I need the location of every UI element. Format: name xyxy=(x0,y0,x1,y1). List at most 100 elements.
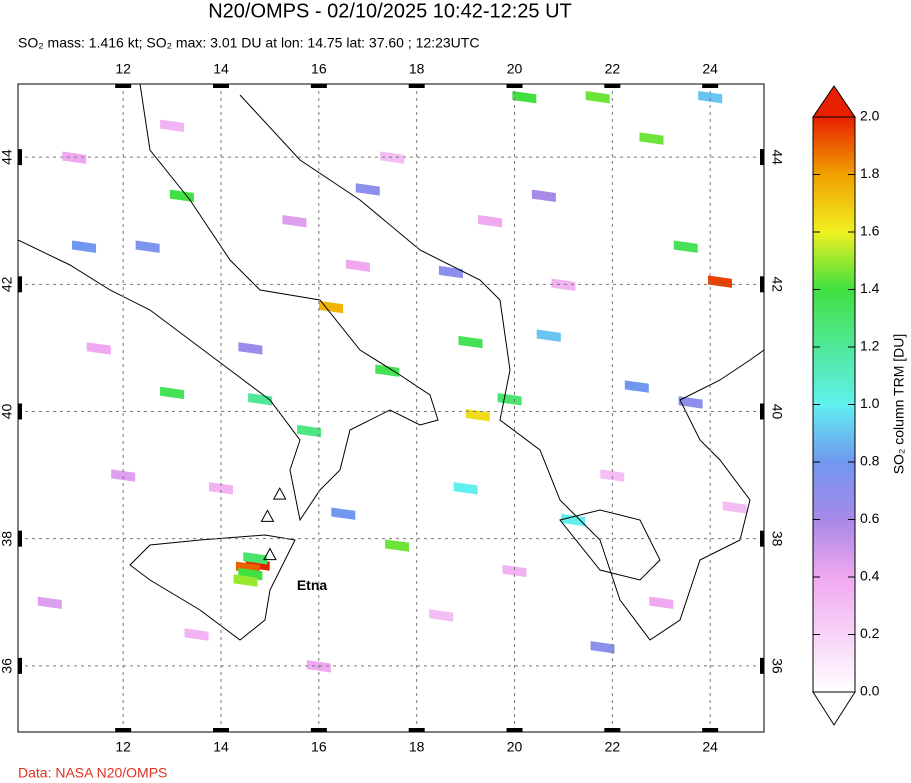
colorbar-tick-label: 0.0 xyxy=(860,683,880,699)
so2-pixel xyxy=(380,151,405,164)
lat-tick-label: 38 xyxy=(769,531,785,547)
so2-pixel xyxy=(478,215,503,228)
so2-pixel xyxy=(512,91,537,104)
so2-pixel xyxy=(331,507,356,520)
lon-tick-label: 20 xyxy=(507,739,523,755)
so2-pixel xyxy=(375,364,400,377)
so2-pixel xyxy=(536,329,561,342)
so2-pixel xyxy=(561,513,586,527)
so2-pixel xyxy=(600,469,625,482)
colorbar-max-arrow xyxy=(812,85,856,118)
so2-pixel xyxy=(624,380,649,393)
so2-pixel xyxy=(243,552,268,565)
so2-pixel xyxy=(160,386,185,400)
so2-pixel xyxy=(722,501,747,514)
so2-pixel xyxy=(319,300,344,314)
lat-tick-label: 40 xyxy=(0,404,15,420)
so2-pixel xyxy=(465,408,490,422)
colorbar-tick-label: 1.0 xyxy=(860,395,880,411)
lon-tick-label: 16 xyxy=(311,739,327,755)
so2-pixel xyxy=(673,240,698,253)
so2-pixel xyxy=(698,91,723,104)
colorbar-tick-label: 1.6 xyxy=(860,223,880,239)
lat-tick-label: 42 xyxy=(769,277,785,293)
colorbar-tick-label: 1.8 xyxy=(860,165,880,181)
lon-tick-label: 22 xyxy=(605,739,621,755)
colorbar-min-arrow xyxy=(812,691,856,726)
coastline xyxy=(18,84,439,522)
colorbar-tick-label: 0.6 xyxy=(860,510,880,526)
so2-pixel xyxy=(297,424,322,438)
so2-pixel xyxy=(72,240,97,253)
so2-pixel xyxy=(639,132,664,145)
lat-tick-label: 38 xyxy=(0,531,15,547)
so2-pixel xyxy=(282,215,307,228)
lon-tick-label: 14 xyxy=(213,61,229,77)
lon-tick-label: 20 xyxy=(507,61,523,77)
lon-tick-label: 24 xyxy=(702,739,718,755)
lat-tick-label: 40 xyxy=(769,404,785,420)
lat-tick-label: 42 xyxy=(0,276,15,292)
so2-pixel xyxy=(497,393,522,406)
coastline xyxy=(129,534,296,641)
lon-tick-label: 22 xyxy=(605,61,621,77)
so2-pixel xyxy=(160,119,185,133)
so2-pixel xyxy=(429,609,454,622)
so2-pixel xyxy=(438,265,463,279)
colorbar-tick-label: 2.0 xyxy=(860,108,880,124)
lon-tick-label: 24 xyxy=(702,61,718,77)
so2-pixel xyxy=(184,628,209,641)
credit: Data: NASA N20/OMPS xyxy=(18,765,167,781)
lat-tick-label: 36 xyxy=(769,658,785,674)
volcano-marker xyxy=(260,509,275,522)
colorbar-tick-label: 0.8 xyxy=(860,453,880,469)
so2-pixel xyxy=(551,278,576,292)
map-frame xyxy=(17,83,765,733)
lon-tick-label: 16 xyxy=(311,61,327,77)
colorbar-tick-label: 1.2 xyxy=(860,338,880,354)
lon-tick-label: 12 xyxy=(115,61,131,77)
so2-pixel xyxy=(355,183,380,196)
coastlines xyxy=(18,84,764,641)
volcano-marker xyxy=(263,547,277,561)
so2-pixel xyxy=(458,335,483,349)
lat-tick-label: 44 xyxy=(0,149,15,165)
so2-pixel xyxy=(233,574,258,587)
so2-pixel xyxy=(707,275,732,288)
lat-tick-label: 44 xyxy=(769,149,785,165)
colorbar-tick-label: 1.4 xyxy=(860,280,880,296)
so2-pixel xyxy=(649,596,674,609)
so2-pixel xyxy=(248,393,273,406)
so2-pixel xyxy=(585,91,610,104)
annotation: Etna xyxy=(297,577,328,593)
coastline xyxy=(559,509,661,581)
so2-pixel xyxy=(169,189,194,202)
so2-pixel xyxy=(385,539,410,552)
so2-pixel xyxy=(209,482,234,495)
lat-tick-label: 36 xyxy=(0,658,15,674)
subtitle: SO₂ mass: 1.416 kt; SO₂ max: 3.01 DU at … xyxy=(18,35,479,51)
lon-tick-label: 18 xyxy=(409,61,425,77)
volcano-marker xyxy=(272,487,287,500)
colorbar-tick-label: 0.2 xyxy=(860,625,880,641)
so2-pixel xyxy=(37,596,62,609)
so2-pixel xyxy=(453,482,478,495)
so2-pixel xyxy=(86,342,111,355)
colorbar-label: SO₂ column TRM [DU] xyxy=(891,334,907,475)
lon-tick-label: 14 xyxy=(213,739,229,755)
pixel-layer xyxy=(37,91,747,673)
so2-pixel xyxy=(531,189,556,202)
so2-pixel xyxy=(502,564,527,578)
lon-tick-label: 12 xyxy=(115,739,131,755)
so2-pixel xyxy=(590,641,615,654)
so2-pixel xyxy=(678,396,703,409)
so2-pixel xyxy=(238,342,263,355)
lon-tick-label: 18 xyxy=(409,739,425,755)
coastline xyxy=(239,94,764,641)
title: N20/OMPS - 02/10/2025 10:42-12:25 UT xyxy=(208,0,572,22)
so2-pixel xyxy=(345,259,370,272)
so2-pixel xyxy=(111,469,136,482)
so2-pixel xyxy=(135,240,160,253)
colorbar-tick-label: 0.4 xyxy=(860,568,880,584)
